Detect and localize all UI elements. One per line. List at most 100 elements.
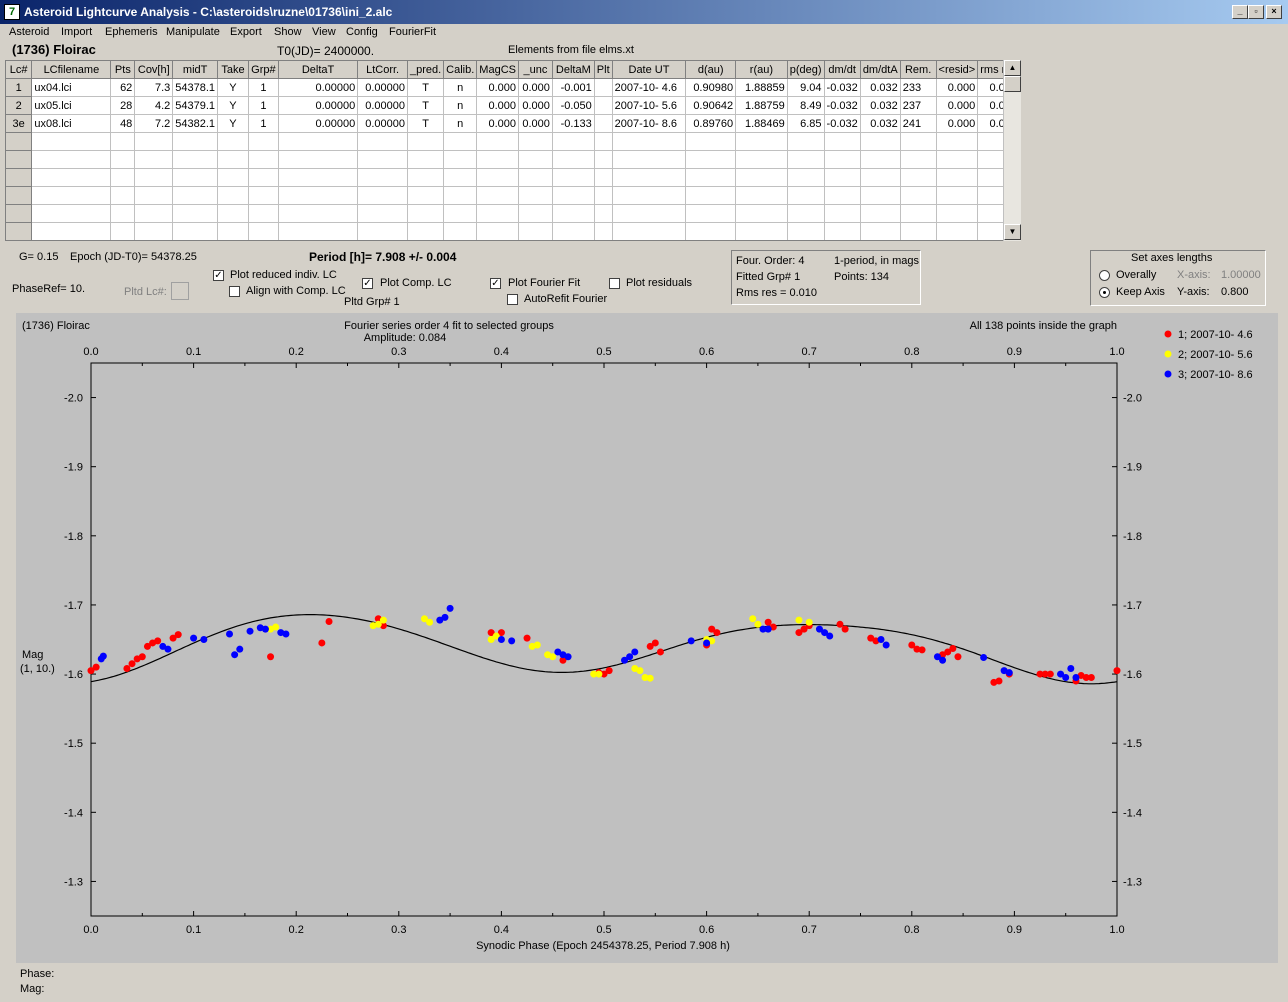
table-cell[interactable] [594, 96, 613, 115]
table-cell[interactable] [824, 150, 861, 169]
lightcurve-table[interactable]: Lc# LCfilename Pts Cov[h] midT Take Grp# DeltaT… [5, 60, 1021, 241]
table-cell[interactable] [735, 222, 788, 240]
table-cell[interactable] [936, 132, 979, 151]
table-cell[interactable] [172, 132, 219, 151]
table-cell[interactable] [217, 222, 249, 240]
table-cell[interactable] [407, 132, 445, 151]
table-cell[interactable] [357, 150, 408, 169]
column-header[interactable]: Grp# [248, 61, 279, 79]
table-row[interactable] [6, 186, 1020, 205]
table-cell[interactable] [612, 150, 687, 169]
table-cell[interactable]: n [443, 78, 478, 97]
table-row[interactable] [6, 222, 1020, 240]
menu-ephemeris[interactable]: Ephemeris [105, 26, 158, 38]
table-cell[interactable] [110, 222, 136, 240]
autorefit-checkbox[interactable] [507, 294, 518, 305]
plot-comp-checkbox[interactable]: ✓ [362, 278, 373, 289]
table-cell[interactable]: 0.000 [518, 114, 553, 133]
x-axis-value[interactable]: 1.00000 [1221, 269, 1261, 281]
table-cell[interactable] [824, 222, 861, 240]
table-cell[interactable] [248, 132, 279, 151]
table-cell[interactable] [552, 150, 595, 169]
table-cell[interactable]: 1 [248, 78, 279, 97]
table-row[interactable] [6, 168, 1020, 187]
table-cell[interactable] [594, 204, 613, 223]
column-header[interactable]: Lc# [6, 61, 33, 79]
table-cell[interactable] [936, 204, 979, 223]
table-cell[interactable]: 1 [248, 96, 279, 115]
table-cell[interactable] [860, 204, 901, 223]
table-cell[interactable] [900, 204, 937, 223]
table-cell[interactable] [407, 204, 445, 223]
table-cell[interactable] [134, 204, 174, 223]
table-cell[interactable] [824, 168, 861, 187]
table-cell[interactable]: 8.49 [787, 96, 825, 115]
table-cell[interactable] [357, 168, 408, 187]
table-cell[interactable]: 0.032 [860, 78, 901, 97]
table-cell[interactable] [248, 204, 279, 223]
table-cell[interactable] [476, 204, 519, 223]
table-cell[interactable] [248, 186, 279, 205]
row-header[interactable]: 2 [6, 96, 33, 115]
table-cell[interactable] [594, 150, 613, 169]
table-cell[interactable] [407, 168, 445, 187]
table-cell[interactable] [594, 78, 613, 97]
table-cell[interactable]: 0.00000 [278, 78, 359, 97]
table-cell[interactable]: -0.001 [552, 78, 595, 97]
column-header[interactable]: midT [172, 61, 219, 79]
table-cell[interactable]: 54379.1 [172, 96, 219, 115]
table-cell[interactable] [685, 186, 737, 205]
column-header[interactable]: Pts [110, 61, 136, 79]
table-cell[interactable]: 0.000 [936, 96, 979, 115]
table-cell[interactable]: 2007-10- 5.6 [612, 96, 687, 115]
table-cell[interactable] [172, 222, 219, 240]
table-cell[interactable] [110, 204, 136, 223]
table-cell[interactable]: 0.000 [936, 114, 979, 133]
table-cell[interactable] [476, 186, 519, 205]
table-cell[interactable] [134, 186, 174, 205]
table-cell[interactable]: 0.90980 [685, 78, 737, 97]
table-cell[interactable] [900, 186, 937, 205]
table-cell[interactable] [217, 168, 249, 187]
table-row[interactable] [6, 132, 1020, 151]
y-axis-value[interactable]: 0.800 [1221, 286, 1249, 298]
table-cell[interactable]: 0.00000 [357, 96, 408, 115]
table-cell[interactable] [172, 150, 219, 169]
table-cell[interactable] [735, 150, 788, 169]
table-cell[interactable]: 1 [248, 114, 279, 133]
table-cell[interactable] [936, 150, 979, 169]
table-cell[interactable]: T [407, 78, 445, 97]
table-cell[interactable]: n [443, 96, 478, 115]
table-cell[interactable]: 28 [110, 96, 136, 115]
table-cell[interactable] [110, 132, 136, 151]
table-cell[interactable]: 0.032 [860, 96, 901, 115]
table-cell[interactable] [248, 168, 279, 187]
table-cell[interactable] [31, 132, 112, 151]
table-cell[interactable] [476, 132, 519, 151]
column-header[interactable]: dm/dtA [860, 61, 901, 79]
table-cell[interactable] [407, 150, 445, 169]
table-cell[interactable] [476, 168, 519, 187]
table-cell[interactable]: -0.032 [824, 78, 861, 97]
table-cell[interactable] [357, 132, 408, 151]
table-cell[interactable] [357, 204, 408, 223]
table-cell[interactable] [860, 168, 901, 187]
menu-import[interactable]: Import [61, 26, 93, 38]
table-cell[interactable] [31, 186, 112, 205]
table-cell[interactable] [31, 168, 112, 187]
table-cell[interactable] [787, 168, 825, 187]
menu-view[interactable]: View [312, 26, 336, 38]
table-cell[interactable] [552, 186, 595, 205]
row-header[interactable]: 1 [6, 78, 33, 97]
table-cell[interactable] [134, 168, 174, 187]
table-cell[interactable] [172, 204, 219, 223]
table-cell[interactable] [518, 186, 553, 205]
table-cell[interactable] [685, 204, 737, 223]
table-cell[interactable] [443, 204, 478, 223]
table-cell[interactable] [787, 132, 825, 151]
table-cell[interactable] [787, 222, 825, 240]
table-cell[interactable] [936, 222, 979, 240]
table-cell[interactable] [787, 204, 825, 223]
table-cell[interactable]: 54382.1 [172, 114, 219, 133]
table-cell[interactable] [860, 222, 901, 240]
